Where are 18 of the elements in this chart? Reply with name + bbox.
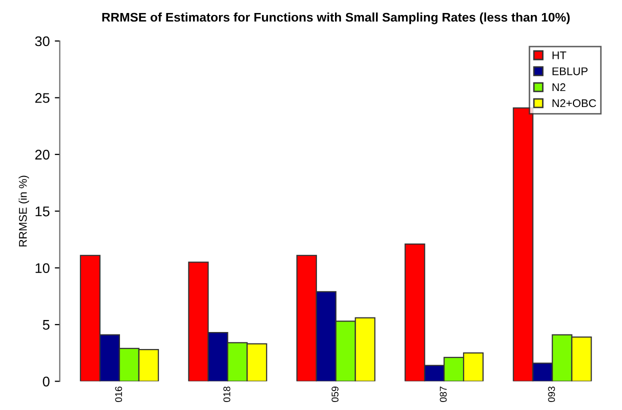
legend-label: EBLUP [552, 67, 588, 76]
x-tick-label: 016 [115, 386, 122, 402]
y-tick-label: 5 [42, 320, 50, 330]
y-tick-label: 10 [36, 263, 50, 274]
y-axis-title: RRMSE (in %) [18, 176, 30, 246]
x-tick-label: 059 [332, 386, 338, 402]
y-tick-label: 0 [42, 376, 50, 386]
chart-title: RRMSE of Estimators for Functions with Small Sampling Rates (less than 10%) [102, 12, 570, 24]
legend-label: N2+OBC [552, 99, 596, 108]
x-tick-label: 018 [223, 386, 230, 402]
y-tick-label: 20 [35, 150, 50, 160]
x-tick-label: 093 [548, 386, 555, 402]
y-tick-label: 25 [35, 93, 50, 103]
y-tick-label: 15 [36, 206, 50, 216]
legend-label: N2 [552, 83, 566, 92]
x-tick-label: 087 [440, 386, 447, 402]
y-tick-label: 30 [35, 36, 50, 46]
legend-label: HT [552, 51, 566, 60]
